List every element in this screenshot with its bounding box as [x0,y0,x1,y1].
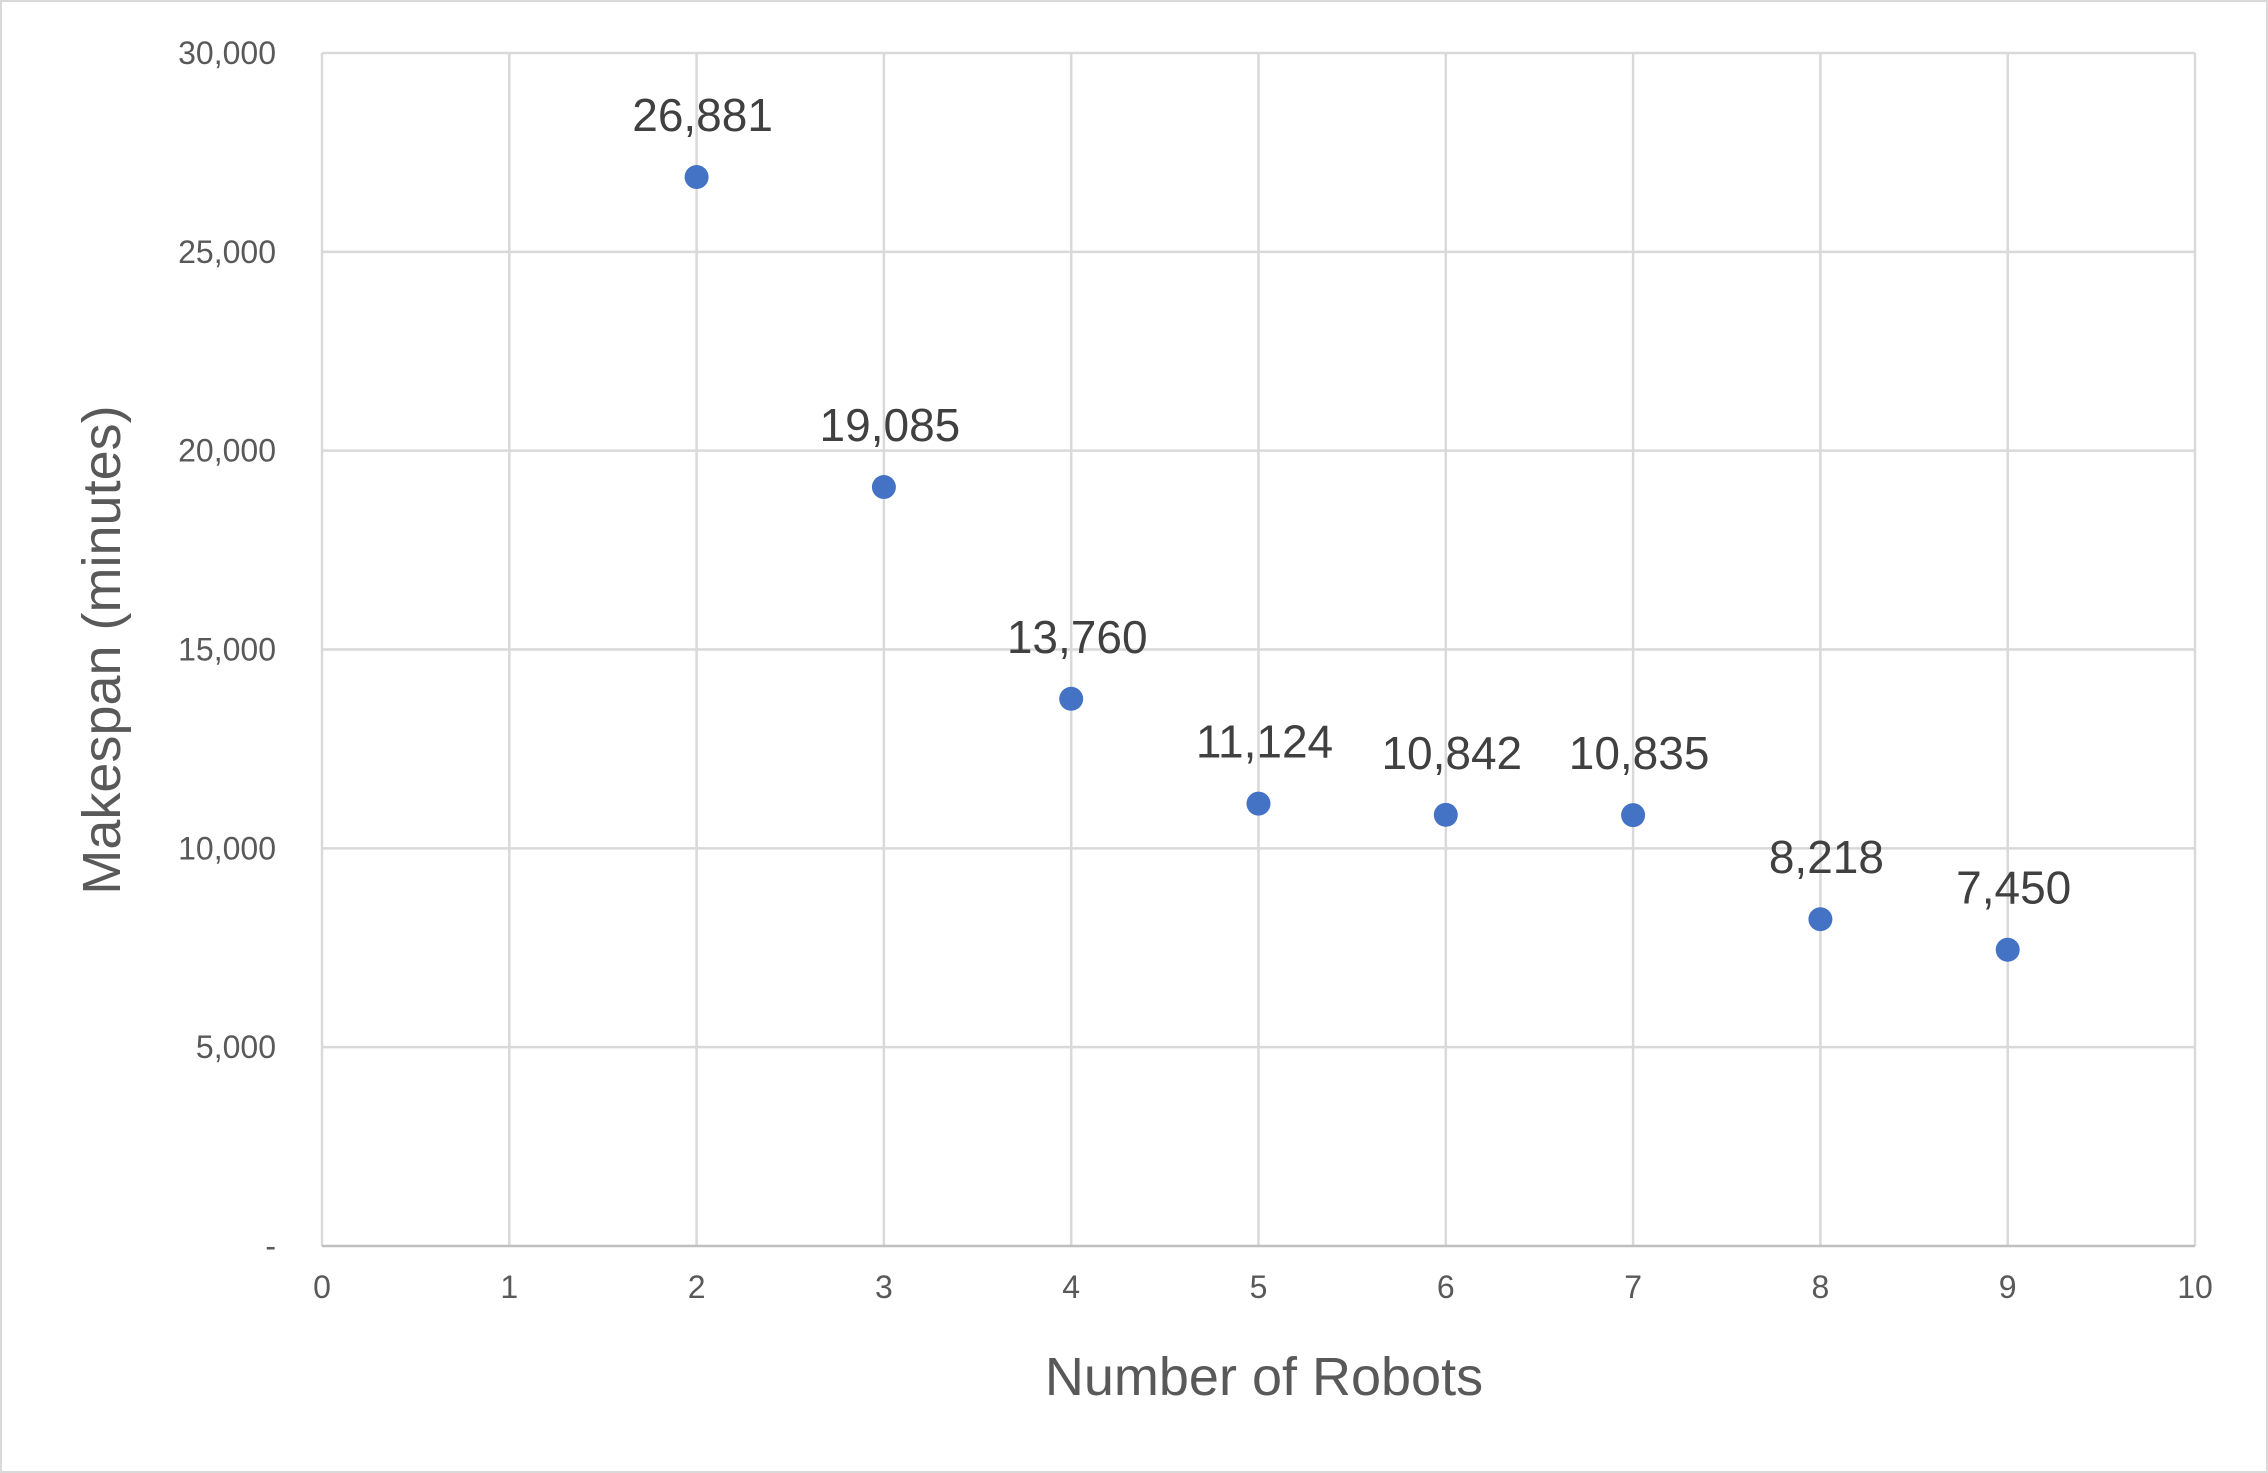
data-point [1246,791,1271,816]
data-label: 11,124 [1196,716,1333,768]
y-tick-label: 25,000 [178,234,276,270]
y-tick-label: 30,000 [178,35,276,71]
data-label: 10,835 [1569,727,1710,779]
x-tick-label: 3 [875,1269,893,1305]
data-label: 13,760 [1007,611,1148,663]
x-tick-label: 8 [1812,1269,1830,1305]
data-point [1995,937,2020,962]
x-tick-label: 0 [313,1269,331,1305]
y-tick-label: 10,000 [178,830,276,866]
data-point [1808,907,1833,932]
y-tick-label: 15,000 [178,632,276,668]
y-tick-label: 20,000 [178,433,276,469]
tick-labels: 0 1 2 3 4 5 6 7 8 9 10 - 5,000 10,000 15,000 20,000 25,0… [178,35,2213,1305]
data-point [871,475,896,500]
y-axis-title: Makespan (minutes) [72,405,132,894]
data-points [684,165,2020,962]
data-label: 10,842 [1381,727,1522,779]
x-tick-label: 9 [1999,1269,2017,1305]
data-point [1621,803,1646,828]
x-tick-label: 1 [500,1269,518,1305]
x-axis-title: Number of Robots [1045,1347,1483,1407]
data-point [684,165,709,190]
x-tick-label: 4 [1062,1269,1080,1305]
x-tick-label: 5 [1250,1269,1268,1305]
data-point [1059,686,1084,711]
data-label: 7,450 [1956,862,2071,914]
y-tick-label: 5,000 [196,1029,276,1065]
data-label: 8,218 [1769,831,1884,883]
x-tick-label: 2 [688,1269,706,1305]
y-tick-label: - [265,1228,276,1264]
data-label: 26,881 [632,89,773,141]
x-tick-label: 6 [1437,1269,1455,1305]
data-labels: 26,881 19,085 13,760 11,124 10,842 10,835 8,21… [632,89,2071,914]
data-label: 19,085 [820,399,961,451]
data-point [1433,802,1458,827]
x-tick-label: 10 [2177,1269,2213,1305]
grid-layer [320,51,2197,1248]
x-tick-label: 7 [1624,1269,1642,1305]
